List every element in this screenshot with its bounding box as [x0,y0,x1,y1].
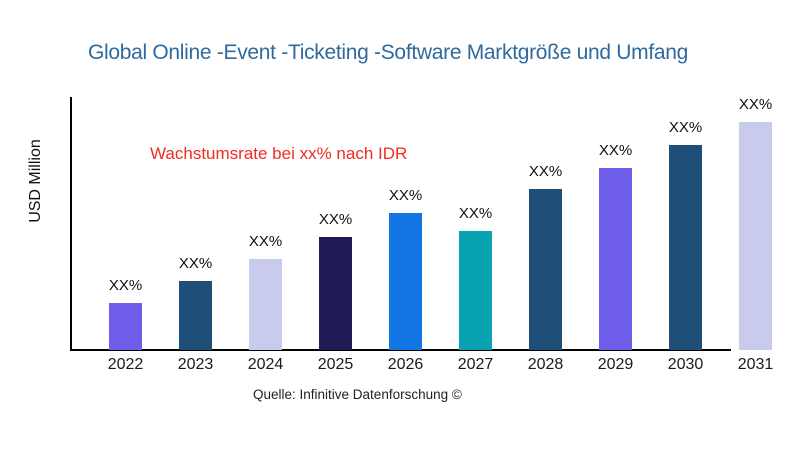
y-axis-label: USD Million [27,139,44,223]
bar-2029 [599,168,632,350]
source-note: Quelle: Infinitive Datenforschung © [253,387,462,402]
x-tick-label-2025: 2025 [317,356,354,373]
growth-annotation: Wachstumsrate bei xx% nach IDR [150,144,408,163]
bar-2022 [109,303,142,350]
bar-value-label-2024: XX% [248,233,283,250]
bar-value-label-2027: XX% [458,205,493,222]
x-tick-label-2030: 2030 [667,356,704,373]
bar-2030 [669,145,702,350]
bar-value-label-2022: XX% [108,277,143,294]
bar-value-label-2025: XX% [318,211,353,228]
x-tick-label-2023: 2023 [177,356,214,373]
x-tick-label-2031: 2031 [737,356,774,373]
bar-2024 [249,259,282,350]
x-axis-line [70,349,731,351]
bar-2028 [529,189,562,350]
bar-2026 [389,213,422,350]
bar-value-label-2026: XX% [388,187,423,204]
bar-value-label-2030: XX% [668,119,703,136]
y-axis-line [70,97,72,351]
chart-title: Global Online -Event -Ticketing -Softwar… [87,41,689,64]
bar-2023 [179,281,212,350]
x-tick-label-2029: 2029 [597,356,634,373]
bar-2031 [739,122,772,350]
x-tick-label-2028: 2028 [527,356,564,373]
x-tick-label-2022: 2022 [107,356,144,373]
bar-value-label-2028: XX% [528,163,563,180]
bar-2027 [459,231,492,350]
bar-value-label-2031: XX% [738,96,773,113]
bar-2025 [319,237,352,350]
x-tick-label-2026: 2026 [387,356,424,373]
bar-value-label-2023: XX% [178,255,213,272]
x-tick-label-2027: 2027 [457,356,494,373]
bar-value-label-2029: XX% [598,142,633,159]
x-tick-label-2024: 2024 [247,356,284,373]
